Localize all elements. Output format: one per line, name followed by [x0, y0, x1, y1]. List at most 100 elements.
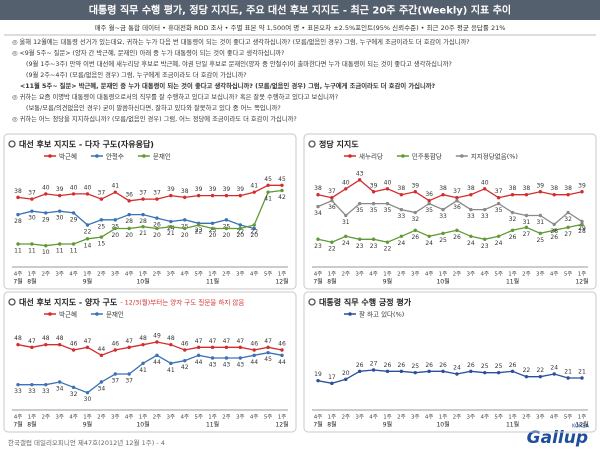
note: <11월 5주~ 질문> 박근혜, 문재인 중 누가 대통령이 되는 것이 좋다…	[20, 81, 436, 90]
data-point	[99, 353, 104, 358]
value-label: 39	[411, 182, 419, 189]
value-label: 21	[139, 230, 147, 237]
data-point	[316, 378, 320, 383]
data-point	[155, 216, 159, 220]
value-label: 39	[195, 186, 203, 193]
value-label: 26	[550, 234, 558, 241]
data-point	[441, 231, 445, 236]
value-label: 20	[209, 232, 217, 239]
value-label: 25	[439, 237, 447, 244]
data-point	[552, 228, 556, 233]
value-label: 42	[181, 364, 189, 371]
data-point	[127, 372, 131, 376]
data-point	[427, 201, 431, 206]
data-point	[85, 237, 90, 241]
value-label: 38	[509, 185, 517, 192]
chart-title: 대통령 직무 수행 긍정 평가	[319, 297, 412, 307]
value-label: 32	[564, 216, 572, 223]
value-label: 20	[236, 232, 244, 239]
month-label: 8월	[327, 278, 336, 286]
value-label: 48	[42, 335, 50, 342]
value-label: 33	[14, 388, 22, 395]
value-label: 38	[467, 185, 475, 192]
value-label: 22	[536, 367, 544, 374]
x-tick-label: 4주	[14, 271, 23, 278]
value-label: 22	[195, 229, 203, 236]
data-point	[210, 345, 215, 350]
chart-frame	[3, 133, 297, 290]
value-label: 24	[467, 240, 475, 247]
value-label: 44	[278, 359, 286, 366]
value-label: 11	[28, 248, 36, 255]
value-label: 48	[139, 335, 147, 342]
value-label: 37	[98, 190, 106, 197]
data-point	[16, 382, 20, 387]
value-label: 31	[536, 219, 544, 226]
data-point	[399, 234, 404, 238]
logo: Gallup	[527, 428, 588, 448]
value-label: 44	[250, 359, 258, 366]
title-bullet	[308, 140, 316, 148]
data-point	[330, 240, 334, 244]
data-point	[196, 353, 201, 358]
data-point	[266, 350, 270, 355]
x-tick-label: 3주	[355, 414, 364, 421]
x-tick-label: 1주	[328, 414, 337, 421]
data-point	[427, 198, 431, 203]
x-tick-label: 2주	[222, 414, 231, 421]
data-point	[344, 187, 348, 191]
legend-label: 박근혜	[59, 310, 77, 319]
value-label: 41	[250, 183, 258, 190]
data-point	[210, 356, 215, 360]
data-point	[538, 213, 543, 218]
data-point	[266, 190, 270, 194]
data-point	[141, 197, 145, 201]
value-label: 38	[550, 185, 558, 192]
x-tick-label: 2주	[42, 414, 51, 421]
title-bullet	[8, 298, 16, 306]
x-tick-label: 2주	[222, 271, 231, 278]
value-label: 29	[42, 216, 50, 223]
value-label: 27	[370, 361, 378, 368]
x-tick-label: 2주	[153, 414, 162, 421]
data-point	[427, 369, 431, 374]
data-point	[496, 201, 501, 206]
value-label: 40	[481, 179, 489, 186]
value-label: 34	[98, 386, 106, 393]
data-point	[357, 201, 362, 206]
value-label: 41	[139, 367, 147, 374]
value-label: 45	[278, 176, 286, 183]
data-point	[552, 222, 556, 227]
value-label: 43	[356, 170, 364, 177]
month-label: 7월	[313, 421, 322, 429]
value-label: 25	[98, 223, 106, 230]
value-label: 38	[181, 188, 189, 195]
value-label: 38	[564, 185, 572, 192]
data-point	[280, 348, 284, 352]
data-point	[252, 353, 256, 358]
data-point	[141, 361, 145, 366]
value-label: 40	[384, 179, 392, 186]
data-point	[413, 228, 417, 233]
x-tick-label: 1주	[578, 271, 587, 278]
data-point	[30, 197, 34, 201]
data-point	[371, 368, 376, 372]
value-label: 37	[453, 188, 461, 195]
legend-marker	[142, 154, 146, 158]
x-tick-label: 1주	[83, 271, 92, 278]
month-label: 11월	[506, 421, 519, 429]
month-label: 10월	[436, 278, 449, 286]
series-line	[317, 199, 583, 226]
data-point	[99, 380, 104, 384]
data-point	[44, 382, 48, 387]
value-label: 39	[236, 186, 244, 193]
value-label: 26	[398, 362, 406, 369]
value-label: 28	[578, 228, 586, 235]
data-point	[196, 223, 201, 227]
x-tick-label: 4주	[425, 414, 434, 421]
value-label: 17	[328, 374, 336, 381]
data-point	[155, 353, 159, 358]
x-tick-label: 3주	[355, 271, 364, 278]
